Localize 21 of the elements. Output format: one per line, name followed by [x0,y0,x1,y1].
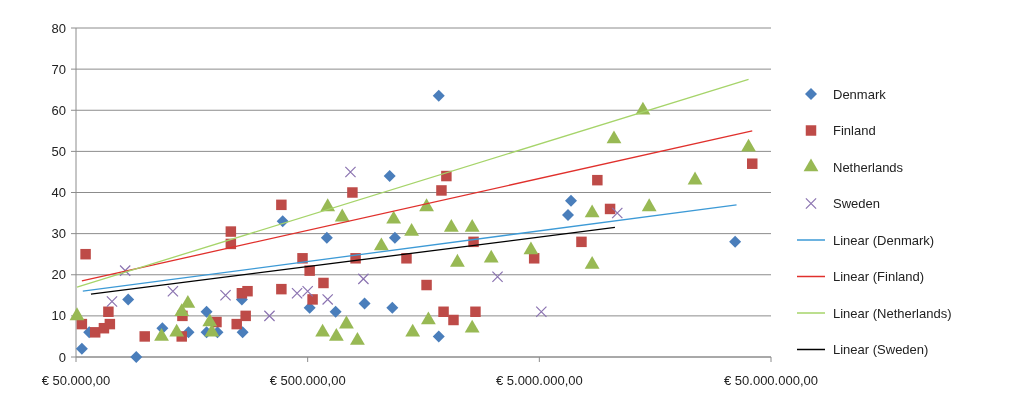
y-tick-label: 70 [51,61,66,77]
legend-label: Linear (Denmark) [833,232,935,248]
x-tick-label: € 5.000.000,00 [495,373,583,388]
y-tick-label: 50 [51,143,66,159]
legend-label: Netherlands [833,159,904,175]
y-tick-label: 20 [51,267,66,283]
y-tick-label: 60 [51,102,66,118]
legend-label: Linear (Finland) [833,269,925,285]
x-tick-label: € 50.000,00 [41,373,111,388]
y-tick-label: 10 [51,308,66,324]
legend-label: Linear (Sweden) [833,342,929,358]
x-tick-label: € 50.000.000,00 [724,373,818,388]
x-tick-label: € 500.000,00 [269,373,346,388]
legend-label: Linear (Netherlands) [833,305,952,321]
legend-label: Finland [833,123,876,139]
legend-label: Sweden [833,196,880,212]
y-tick-label: 80 [51,20,66,36]
legend-label: Denmark [833,86,887,102]
y-tick-label: 0 [58,349,66,365]
y-tick-label: 40 [51,185,66,201]
y-tick-label: 30 [51,226,66,242]
